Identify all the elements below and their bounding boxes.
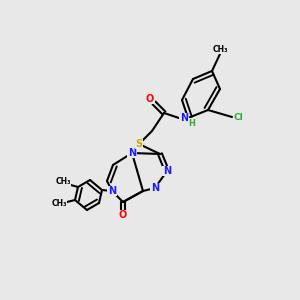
- Text: N: N: [128, 148, 136, 158]
- Text: N: N: [180, 113, 188, 123]
- Text: N: N: [151, 183, 159, 193]
- Text: CH₃: CH₃: [51, 199, 67, 208]
- Text: S: S: [135, 139, 142, 149]
- Text: N: N: [163, 166, 171, 176]
- Text: O: O: [146, 94, 154, 104]
- Text: Cl: Cl: [233, 112, 243, 122]
- Text: H: H: [189, 118, 195, 127]
- Text: O: O: [119, 210, 127, 220]
- Text: N: N: [108, 186, 116, 196]
- Text: CH₃: CH₃: [55, 178, 71, 187]
- Text: CH₃: CH₃: [212, 44, 228, 53]
